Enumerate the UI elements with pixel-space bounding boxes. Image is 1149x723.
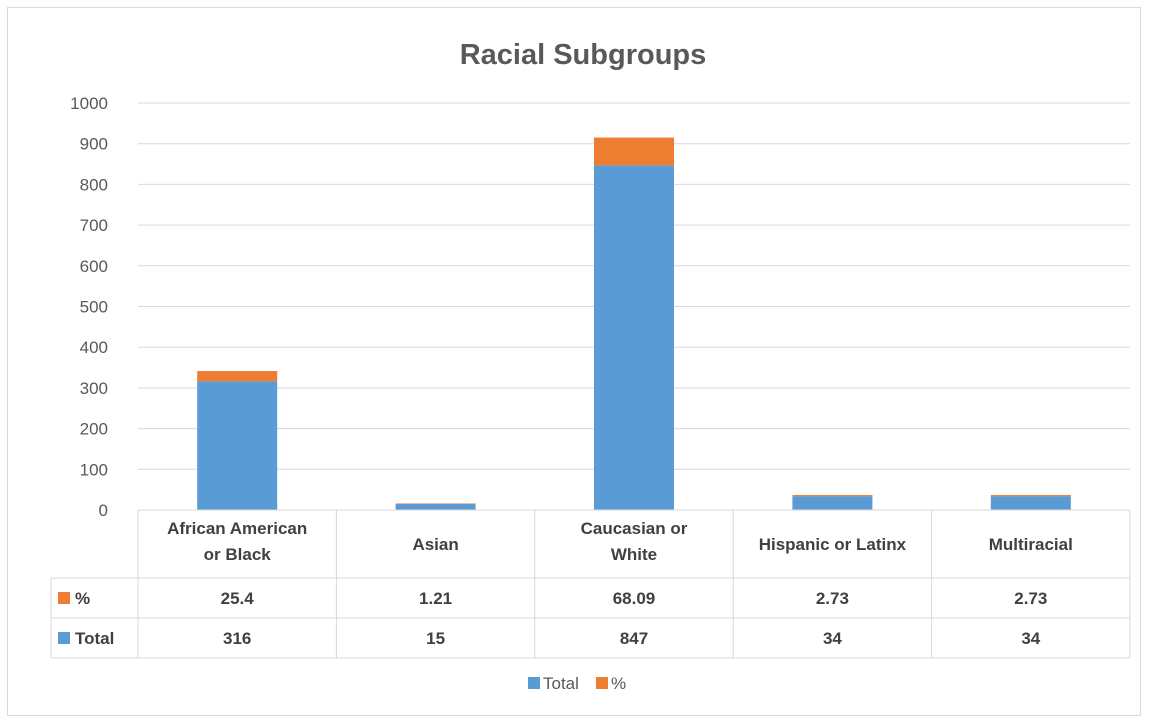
category-label: Multiracial bbox=[989, 535, 1073, 554]
legend-swatch-percent bbox=[596, 677, 608, 689]
row-header: % bbox=[75, 589, 90, 608]
percent-value: 1.21 bbox=[419, 589, 452, 608]
total-value: 34 bbox=[823, 629, 842, 648]
y-tick-label: 0 bbox=[99, 501, 108, 520]
legend-key-total bbox=[58, 632, 70, 644]
row-header: Total bbox=[75, 629, 114, 648]
total-value: 34 bbox=[1021, 629, 1040, 648]
y-tick-label: 700 bbox=[80, 216, 108, 235]
percent-value: 2.73 bbox=[1014, 589, 1047, 608]
chart-title: Racial Subgroups bbox=[460, 39, 707, 71]
category-label: Hispanic or Latinx bbox=[759, 535, 907, 554]
chart-svg: Racial Subgroups 0 100 200 300 400 500 600 700 8… bbox=[50, 39, 1131, 693]
bar-percent bbox=[594, 137, 674, 166]
legend-label-total: Total bbox=[543, 674, 579, 693]
legend: Total% bbox=[528, 674, 626, 693]
chart-frame: Racial Subgroups 0 100 200 300 400 500 600 700 8… bbox=[7, 7, 1141, 716]
category-label: African American or Black bbox=[167, 519, 307, 564]
y-tick-label: 600 bbox=[80, 257, 108, 276]
bar-total bbox=[594, 165, 674, 510]
y-tick-label: 400 bbox=[80, 338, 108, 357]
bar-total bbox=[990, 496, 1071, 510]
y-tick-label: 1000 bbox=[70, 94, 108, 113]
legend-swatch-total bbox=[528, 677, 540, 689]
bar-percent bbox=[792, 495, 873, 497]
total-value: 316 bbox=[223, 629, 251, 648]
percent-value: 2.73 bbox=[816, 589, 849, 608]
bar-total bbox=[792, 496, 873, 510]
bar-percent bbox=[990, 495, 1071, 497]
legend-key-percent bbox=[58, 592, 70, 604]
total-value: 15 bbox=[426, 629, 445, 648]
percent-value: 25.4 bbox=[221, 589, 255, 608]
y-tick-label: 200 bbox=[80, 420, 108, 439]
data-table: African American or Black Asian Caucasian o… bbox=[50, 509, 1131, 659]
y-tick-label: 800 bbox=[80, 175, 108, 194]
y-axis-ticks: 0 100 200 300 400 500 600 700 800 900 1000 bbox=[70, 94, 108, 520]
legend-label-percent: % bbox=[611, 674, 626, 693]
bars bbox=[197, 137, 1071, 510]
bar-total bbox=[395, 503, 476, 510]
total-value: 847 bbox=[620, 629, 648, 648]
percent-value: 68.09 bbox=[613, 589, 656, 608]
bar-percent bbox=[197, 371, 278, 382]
y-tick-label: 900 bbox=[80, 135, 108, 154]
bar-total bbox=[197, 381, 278, 510]
y-tick-label: 500 bbox=[80, 298, 108, 317]
y-tick-label: 100 bbox=[80, 460, 108, 479]
category-label: Caucasian or White bbox=[581, 519, 688, 564]
category-label: Asian bbox=[412, 535, 458, 554]
y-tick-label: 300 bbox=[80, 379, 108, 398]
